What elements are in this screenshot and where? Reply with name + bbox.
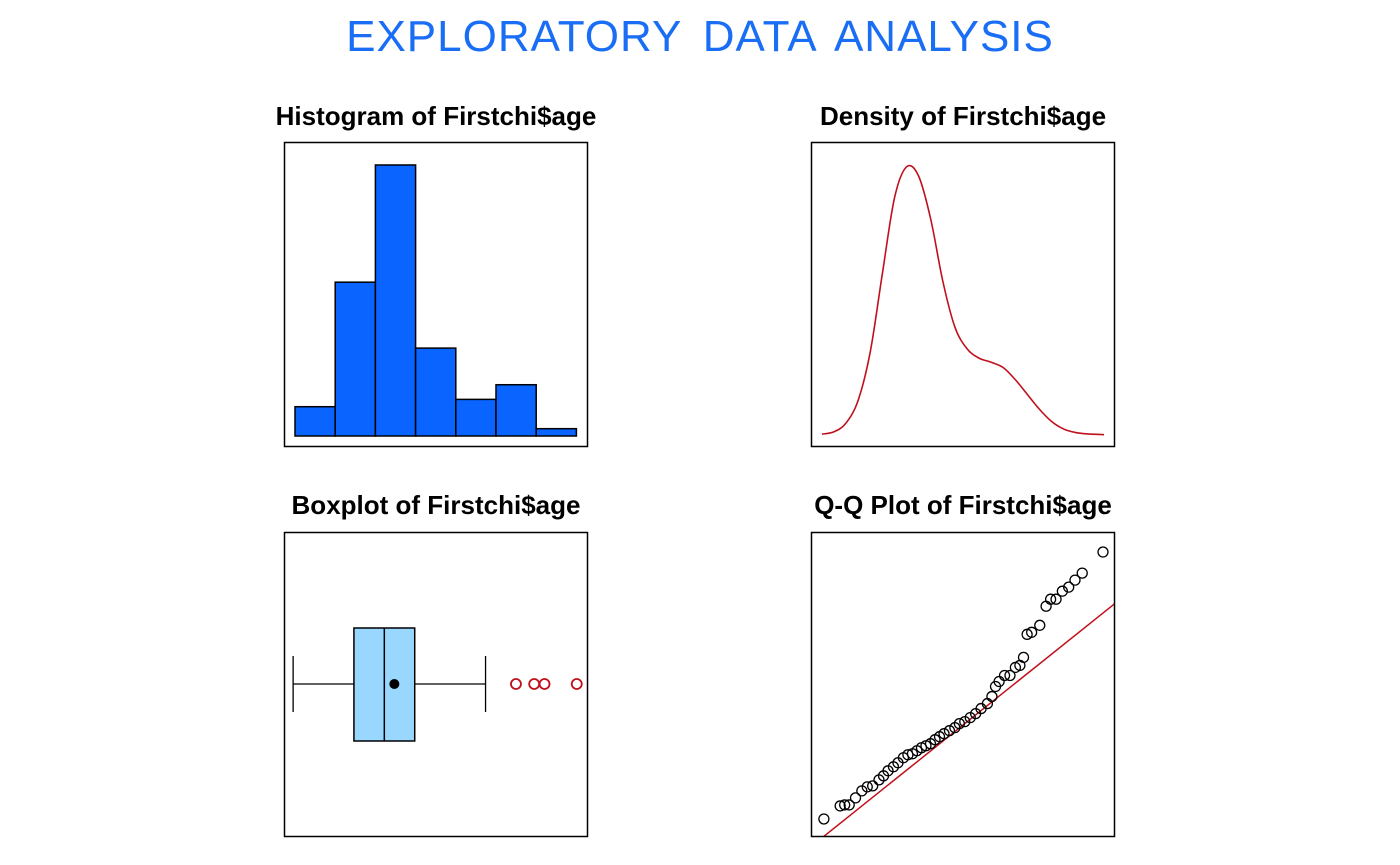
histogram-bar bbox=[495, 383, 537, 437]
qq-point bbox=[1069, 574, 1081, 586]
qq-point bbox=[1004, 669, 1016, 682]
qq-point bbox=[1034, 619, 1046, 631]
qq-frame bbox=[810, 531, 1116, 838]
outlier-point bbox=[528, 678, 541, 690]
qq-point bbox=[1050, 593, 1062, 605]
density-plot bbox=[810, 141, 1116, 448]
histogram-title: Histogram of Firstchi$age bbox=[275, 101, 597, 131]
histogram-plot bbox=[283, 141, 589, 448]
histogram-bar bbox=[455, 398, 497, 437]
qq-plot bbox=[810, 531, 1116, 838]
qq-point bbox=[998, 669, 1011, 682]
qq-point bbox=[953, 717, 966, 730]
qq-point bbox=[902, 749, 914, 761]
qq-point bbox=[1056, 585, 1069, 597]
qq-point bbox=[1025, 626, 1038, 638]
qq-point bbox=[1017, 651, 1030, 664]
main-title: EXPLORATORY DATA ANALYSIS bbox=[346, 12, 1054, 61]
histogram-bar bbox=[374, 164, 417, 437]
outlier-point bbox=[510, 678, 522, 690]
qq-point bbox=[839, 799, 851, 811]
qq-point bbox=[1076, 567, 1088, 579]
qq-point bbox=[818, 813, 830, 825]
qq-reference-line bbox=[821, 602, 1115, 837]
boxplot-frame bbox=[283, 531, 589, 838]
density-title: Density of Firstchi$age bbox=[819, 101, 1107, 131]
density-frame bbox=[810, 141, 1116, 448]
qq-point bbox=[867, 780, 879, 792]
histogram-bar bbox=[334, 281, 377, 437]
qq-point bbox=[834, 800, 846, 812]
mean-point bbox=[389, 679, 400, 689]
qq-point bbox=[943, 725, 956, 737]
qq-point bbox=[986, 690, 998, 703]
qq-point bbox=[849, 792, 862, 804]
outlier-point bbox=[538, 678, 551, 690]
qq-point bbox=[1097, 546, 1109, 558]
boxplot-plot bbox=[283, 531, 589, 838]
qq-point bbox=[1040, 600, 1052, 612]
histogram-bar bbox=[414, 347, 457, 437]
histogram-bar bbox=[535, 427, 578, 437]
histogram-bar bbox=[294, 405, 336, 437]
boxplot-title: Boxplot of Firstchi$age bbox=[291, 490, 581, 520]
qq-point bbox=[1044, 593, 1057, 605]
outlier-point bbox=[570, 678, 583, 690]
histogram-frame bbox=[283, 141, 589, 448]
qq-point bbox=[938, 728, 950, 740]
density-curve bbox=[821, 164, 1105, 436]
qq-title: Q-Q Plot of Firstchi$age bbox=[814, 490, 1112, 520]
qq-point bbox=[861, 781, 873, 793]
qq-point bbox=[1063, 581, 1075, 593]
qq-point bbox=[843, 799, 855, 811]
